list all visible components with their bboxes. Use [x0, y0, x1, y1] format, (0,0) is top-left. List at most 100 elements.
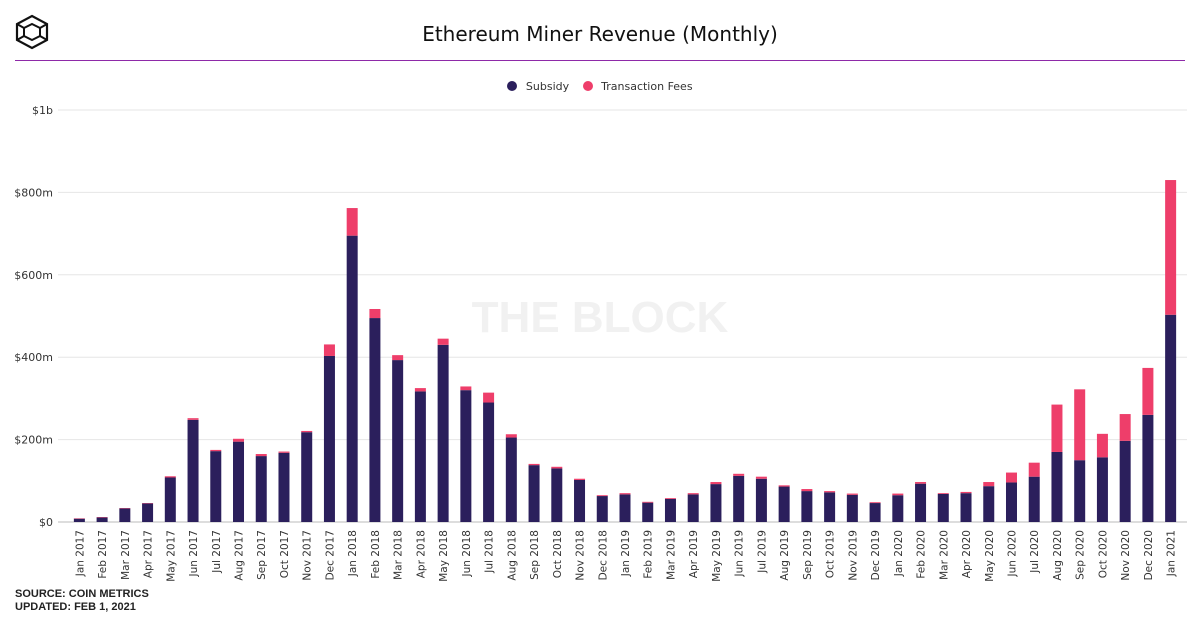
bar-stack[interactable] [73, 518, 85, 522]
bar-stack[interactable] [755, 476, 767, 522]
the-block-cube-logo-icon [15, 14, 49, 50]
bar-transaction-fees [642, 501, 654, 503]
bar-stack[interactable] [460, 386, 472, 522]
bar-stack[interactable] [869, 502, 881, 522]
bar-stack[interactable] [937, 493, 949, 522]
updated-line: UPDATED: FEB 1, 2021 [15, 601, 136, 613]
bar-stack[interactable] [1028, 462, 1040, 522]
bar-transaction-fees [1165, 180, 1177, 315]
bar-transaction-fees [869, 502, 881, 504]
bar-stack[interactable] [915, 482, 927, 522]
bar-transaction-fees [1005, 472, 1017, 483]
x-tick-label: Sep 2018 [529, 530, 541, 580]
x-tick-label: Dec 2018 [597, 530, 609, 580]
bar-subsidy [1165, 314, 1177, 522]
bar-stack[interactable] [301, 430, 313, 522]
bar-stack[interactable] [892, 493, 904, 522]
bar-stack[interactable] [437, 338, 449, 522]
bar-stack[interactable] [960, 491, 972, 522]
bar-stack[interactable] [1142, 367, 1154, 522]
bar-stack[interactable] [1005, 472, 1017, 522]
bar-stack[interactable] [164, 476, 176, 522]
bar-subsidy [642, 502, 654, 522]
bar-stack[interactable] [187, 418, 199, 522]
bar-transaction-fees [278, 451, 290, 453]
bar-stack[interactable] [1074, 389, 1086, 522]
bar-subsidy [96, 517, 108, 522]
bar-transaction-fees [505, 434, 517, 438]
legend-item-subsidy[interactable]: Subsidy [507, 80, 569, 93]
x-tick-label: Dec 2017 [324, 530, 336, 580]
bar-stack[interactable] [619, 493, 631, 522]
legend-swatch-subsidy [507, 81, 518, 91]
bar-stack[interactable] [505, 434, 517, 522]
bar-stack[interactable] [824, 491, 836, 522]
bar-transaction-fees [483, 392, 495, 403]
bar-stack[interactable] [96, 517, 108, 522]
bar-transaction-fees [1051, 404, 1063, 452]
bar-stack[interactable] [801, 489, 813, 522]
bar-transaction-fees [255, 454, 267, 457]
bar-stack[interactable] [210, 449, 222, 522]
bar-subsidy [414, 391, 426, 522]
bar-transaction-fees [664, 498, 676, 499]
bar-stack[interactable] [278, 451, 290, 522]
bar-stack[interactable] [233, 438, 245, 522]
bar-transaction-fees [801, 489, 813, 492]
bar-stack[interactable] [414, 388, 426, 522]
bar-transaction-fees [1096, 433, 1108, 458]
bar-transaction-fees [596, 495, 608, 497]
bar-stack[interactable] [983, 482, 995, 522]
bar-stack[interactable] [1096, 433, 1108, 522]
bar-transaction-fees [437, 338, 449, 345]
bar-stack[interactable] [528, 463, 540, 522]
bar-stack[interactable] [346, 208, 358, 522]
bar-transaction-fees [1119, 414, 1131, 441]
bar-subsidy [960, 493, 972, 522]
x-tick-label: Sep 2020 [1075, 530, 1087, 580]
x-tick-label: Sep 2019 [802, 530, 814, 580]
bar-stack[interactable] [710, 482, 722, 522]
x-tick-label: Jan 2019 [620, 530, 632, 577]
bar-stack[interactable] [142, 503, 154, 522]
bar-stack[interactable] [596, 495, 608, 522]
y-tick-label: $800m [14, 186, 53, 199]
x-tick-label: Feb 2019 [643, 530, 655, 579]
bar-subsidy [983, 486, 995, 522]
legend-item-transaction-fees[interactable]: Transaction Fees [582, 80, 693, 93]
bar-stack[interactable] [1165, 180, 1177, 522]
title-divider [15, 60, 1185, 61]
x-tick-label: Nov 2018 [575, 530, 587, 581]
bar-subsidy [369, 318, 381, 522]
bar-transaction-fees [846, 493, 858, 495]
bar-transaction-fees [460, 386, 472, 391]
bar-subsidy [710, 484, 722, 522]
bar-stack[interactable] [778, 485, 790, 522]
bar-subsidy [460, 390, 472, 522]
bar-transaction-fees [1142, 367, 1154, 415]
bar-stack[interactable] [369, 308, 381, 522]
bar-stack[interactable] [255, 454, 267, 522]
bar-transaction-fees [233, 438, 245, 442]
x-tick-label: Aug 2020 [1052, 530, 1064, 581]
bar-stack[interactable] [323, 344, 335, 522]
bar-stack[interactable] [664, 498, 676, 522]
x-tick-label: Aug 2017 [234, 530, 246, 581]
bar-stack[interactable] [483, 392, 495, 522]
bar-subsidy [937, 493, 949, 522]
bar-stack[interactable] [733, 473, 745, 522]
bar-transaction-fees [983, 482, 995, 487]
bar-stack[interactable] [551, 466, 563, 522]
bar-stack[interactable] [687, 493, 699, 522]
bar-subsidy [1005, 482, 1017, 522]
bar-stack[interactable] [574, 478, 586, 522]
x-tick-label: Jul 2017 [211, 530, 223, 574]
bar-stack[interactable] [1119, 414, 1131, 522]
bar-stack[interactable] [119, 507, 131, 522]
x-tick-label: Mar 2019 [665, 530, 677, 580]
bar-stack[interactable] [1051, 404, 1063, 522]
bar-stack[interactable] [392, 355, 404, 522]
chart-header: Ethereum Miner Revenue (Monthly) [0, 0, 1200, 62]
bar-stack[interactable] [846, 493, 858, 522]
bar-stack[interactable] [642, 501, 654, 522]
